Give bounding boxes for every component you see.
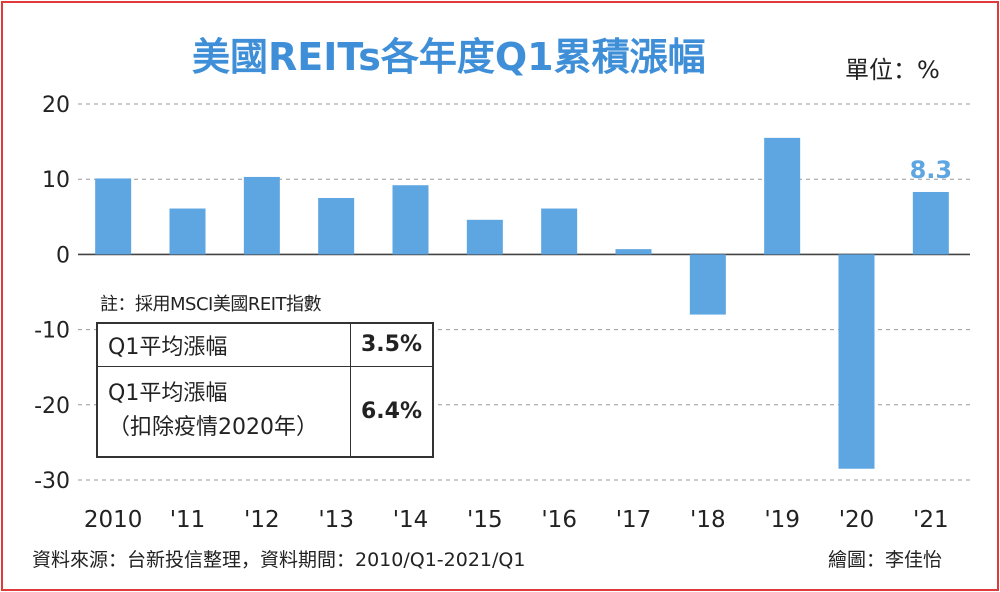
y-tick-label: -10 [34, 319, 70, 344]
x-tick-label: '21 [913, 507, 949, 533]
y-tick-label: 20 [42, 93, 70, 118]
x-tick-label: '15 [467, 507, 503, 533]
bar [615, 249, 652, 255]
x-tick-label: '20 [839, 507, 875, 533]
stats-label-line2: （扣除疫情2020年） [108, 415, 318, 441]
data-label: 8.3 [910, 156, 953, 184]
chart-note: 註：採用MSCI美國REIT指數 [100, 294, 322, 315]
bar [541, 208, 578, 255]
graphic-credit: 繪圖：李佳怡 [828, 549, 943, 571]
source-note: 資料來源：台新投信整理，資料期間：2010/Q1-2021/Q1 [32, 549, 526, 571]
stats-label: Q1平均漲幅 [98, 324, 351, 367]
unit-label: 單位：% [845, 56, 940, 84]
x-tick-label: '18 [690, 507, 726, 533]
stats-label-line1: Q1平均漲幅 [108, 381, 228, 407]
bar [838, 254, 875, 469]
x-tick-label: 2010 [84, 507, 143, 533]
stats-label: Q1平均漲幅 （扣除疫情2020年） [98, 365, 351, 456]
stats-row: Q1平均漲幅 （扣除疫情2020年） 6.4% [98, 365, 432, 456]
bar [912, 191, 949, 255]
y-tick-label: -30 [34, 469, 70, 494]
x-tick-label: '16 [541, 507, 577, 533]
bar [243, 176, 280, 255]
bar [689, 254, 726, 315]
stats-value: 3.5% [349, 324, 432, 367]
bar [95, 178, 132, 255]
x-tick-label: '13 [318, 507, 354, 533]
x-tick-label: '14 [393, 507, 429, 533]
chart-title: 美國REITs各年度Q1累積漲幅 [192, 35, 706, 79]
x-tick-label: '11 [170, 507, 206, 533]
bar [169, 208, 206, 255]
stats-value: 6.4% [349, 365, 432, 456]
bar [764, 137, 801, 255]
y-tick-label: -20 [34, 394, 70, 419]
bar [466, 219, 503, 255]
y-tick-label: 0 [56, 243, 70, 268]
bar [392, 185, 429, 255]
bar [318, 198, 355, 255]
x-tick-label: '12 [244, 507, 280, 533]
stats-table: Q1平均漲幅 3.5% Q1平均漲幅 （扣除疫情2020年） 6.4% [96, 322, 434, 458]
x-tick-label: '19 [764, 507, 800, 533]
y-tick-label: 10 [42, 168, 70, 193]
stats-row: Q1平均漲幅 3.5% [98, 324, 432, 367]
x-tick-label: '17 [616, 507, 652, 533]
